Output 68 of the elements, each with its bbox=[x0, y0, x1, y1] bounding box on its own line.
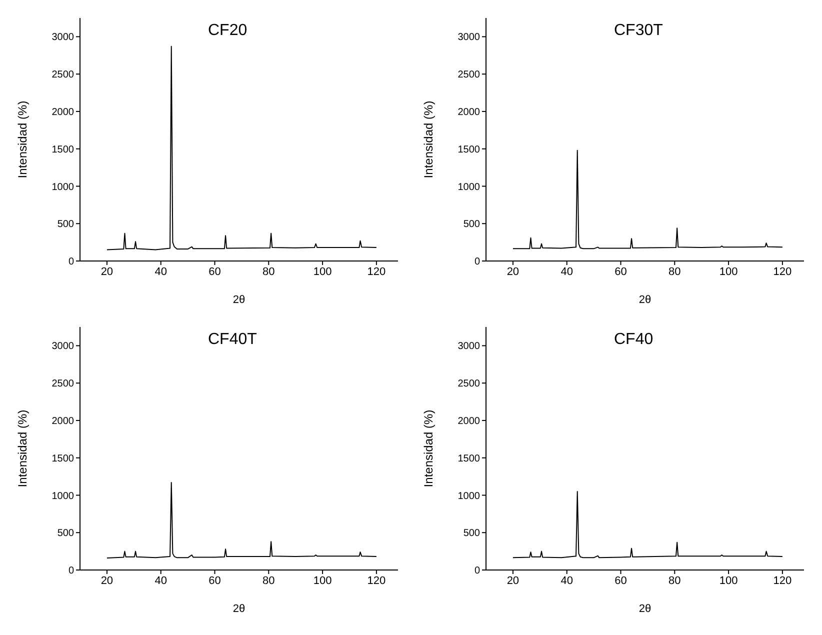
y-axis-title: Intensidad (%) bbox=[15, 410, 30, 488]
x-tick-label: 120 bbox=[773, 266, 792, 278]
y-tick-label: 2500 bbox=[52, 378, 74, 390]
x-tick-label: 40 bbox=[560, 574, 573, 587]
chart-title: CF30T bbox=[614, 22, 663, 40]
y-tick-label: 1000 bbox=[52, 182, 74, 193]
x-tick-label: 20 bbox=[100, 266, 114, 278]
y-tick-label: 2000 bbox=[458, 107, 480, 118]
x-tick-label: 100 bbox=[313, 266, 332, 278]
x-axis-title: 2θ bbox=[232, 603, 246, 615]
y-tick-label: 0 bbox=[68, 256, 74, 268]
x-tick-label: 120 bbox=[367, 574, 386, 587]
y-axis-title: Intensidad (%) bbox=[15, 100, 30, 178]
chart-title: CF20 bbox=[208, 22, 248, 40]
x-tick-label: 40 bbox=[154, 266, 167, 278]
x-tick-label: 20 bbox=[506, 574, 520, 587]
chart-title: CF40 bbox=[614, 331, 654, 349]
x-tick-label: 80 bbox=[668, 266, 681, 278]
x-axis-title: 2θ bbox=[638, 294, 652, 306]
y-tick-label: 1500 bbox=[52, 144, 74, 156]
x-tick-label: 60 bbox=[208, 266, 221, 278]
x-axis-title: 2θ bbox=[232, 294, 246, 306]
y-tick-label: 1000 bbox=[458, 490, 480, 502]
y-tick-label: 0 bbox=[68, 566, 74, 577]
x-tick-label: 40 bbox=[154, 574, 167, 587]
y-tick-label: 1500 bbox=[458, 144, 480, 156]
y-tick-label: 1000 bbox=[52, 490, 74, 502]
y-tick-label: 2500 bbox=[52, 70, 74, 81]
line-series bbox=[106, 46, 377, 250]
y-tick-label: 1000 bbox=[458, 182, 480, 193]
x-tick-label: 40 bbox=[560, 266, 573, 278]
y-tick-label: 3000 bbox=[458, 341, 480, 352]
y-tick-label: 500 bbox=[57, 528, 74, 540]
x-tick-label: 100 bbox=[313, 574, 332, 587]
y-tick-label: 3000 bbox=[458, 32, 480, 44]
y-tick-label: 3000 bbox=[52, 32, 74, 44]
y-tick-label: 0 bbox=[474, 256, 480, 268]
y-tick-label: 500 bbox=[57, 219, 74, 230]
y-tick-label: 500 bbox=[463, 219, 480, 230]
y-tick-label: 2500 bbox=[458, 70, 480, 81]
x-tick-label: 60 bbox=[614, 266, 627, 278]
x-tick-label: 100 bbox=[719, 574, 738, 587]
x-tick-label: 80 bbox=[262, 574, 275, 587]
y-tick-label: 2000 bbox=[458, 416, 480, 428]
line-series bbox=[106, 482, 377, 559]
y-axis-title: Intensidad (%) bbox=[421, 410, 436, 488]
x-tick-label: 80 bbox=[262, 266, 275, 278]
y-tick-label: 1500 bbox=[52, 453, 74, 464]
y-tick-label: 500 bbox=[463, 528, 480, 540]
x-tick-label: 60 bbox=[614, 574, 627, 587]
y-tick-label: 1500 bbox=[458, 453, 480, 464]
y-tick-label: 0 bbox=[474, 566, 480, 577]
x-tick-label: 20 bbox=[100, 574, 114, 587]
x-axis-title: 2θ bbox=[638, 603, 652, 615]
x-tick-label: 120 bbox=[773, 574, 792, 587]
y-tick-label: 2500 bbox=[458, 378, 480, 390]
y-tick-label: 2000 bbox=[52, 107, 74, 118]
x-tick-label: 120 bbox=[367, 266, 386, 278]
line-series bbox=[512, 490, 783, 558]
x-tick-label: 20 bbox=[506, 266, 520, 278]
line-series bbox=[512, 150, 783, 250]
y-axis-title: Intensidad (%) bbox=[421, 100, 436, 178]
y-tick-label: 2000 bbox=[52, 416, 74, 428]
x-tick-label: 80 bbox=[668, 574, 681, 587]
chart-title: CF40T bbox=[208, 331, 257, 349]
x-tick-label: 60 bbox=[208, 574, 221, 587]
x-tick-label: 100 bbox=[719, 266, 738, 278]
y-tick-label: 3000 bbox=[52, 341, 74, 352]
